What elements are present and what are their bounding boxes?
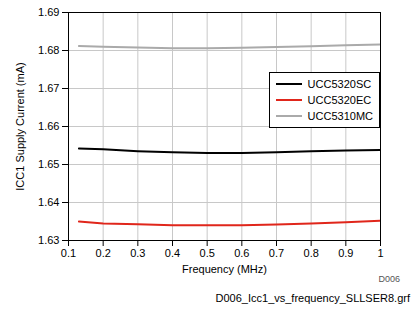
svg-text:1.63: 1.63 xyxy=(38,234,59,246)
html-text:D006_Icc1_vs_frequency_SLLSER8: D006_Icc1_vs_frequency_SLLSER8.grf xyxy=(215,292,410,304)
svg-text:0.3: 0.3 xyxy=(130,247,145,259)
svg-text:0.6: 0.6 xyxy=(234,247,249,259)
html-text:UCC5320EC: UCC5320EC xyxy=(307,94,372,106)
svg-text:0.7: 0.7 xyxy=(269,247,284,259)
svg-text:0.4: 0.4 xyxy=(165,247,180,259)
svg-text:1: 1 xyxy=(377,247,383,259)
html-text:D006: D006 xyxy=(378,274,400,284)
svg-text:0.5: 0.5 xyxy=(200,247,215,259)
svg-text:0.8: 0.8 xyxy=(304,247,319,259)
svg-text:0.2: 0.2 xyxy=(96,247,111,259)
svg-text:1.66: 1.66 xyxy=(38,120,59,132)
svg-text:1.69: 1.69 xyxy=(38,6,59,18)
html-text:UCC5320SC: UCC5320SC xyxy=(307,78,372,90)
svg-text:1.65: 1.65 xyxy=(38,158,59,170)
html-text:UCC5310MC: UCC5310MC xyxy=(307,110,373,122)
svg-text:1.64: 1.64 xyxy=(38,196,59,208)
svg-text:0.1: 0.1 xyxy=(61,247,76,259)
svg-text:1.67: 1.67 xyxy=(38,82,59,94)
svg-text:ICC1 Supply Current (mA): ICC1 Supply Current (mA) xyxy=(14,62,26,190)
svg-text:0.9: 0.9 xyxy=(338,247,353,259)
svg-text:Frequency (MHz): Frequency (MHz) xyxy=(182,263,267,275)
svg-text:1.68: 1.68 xyxy=(38,44,59,56)
